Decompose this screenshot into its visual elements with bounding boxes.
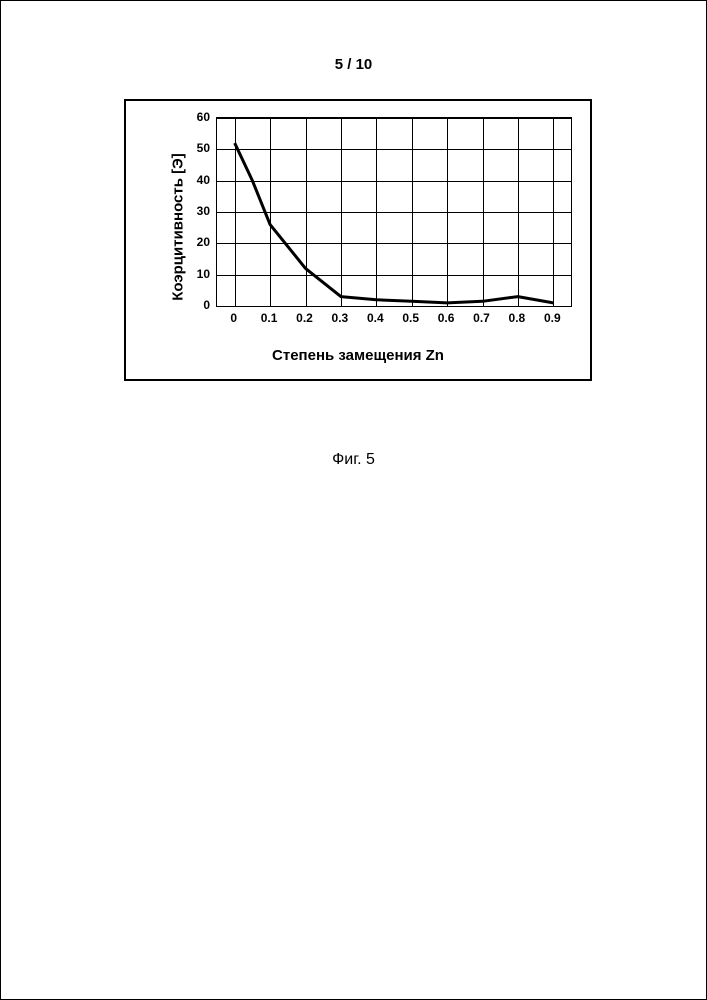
x-tick-label: 0.5 bbox=[402, 311, 419, 325]
figure-box: Коэрцитивность [Э] 0 0.1 0.2 0.3 0.4 0.5 0.6 0.… bbox=[124, 99, 592, 381]
y-tick-label: 40 bbox=[186, 173, 210, 187]
grid-horizontal bbox=[217, 306, 571, 307]
chart: Коэрцитивность [Э] 00.10.20.30.40.50.60.… bbox=[184, 117, 572, 337]
x-tick-label: 0.2 bbox=[296, 311, 313, 325]
chart-line bbox=[217, 118, 571, 306]
y-tick-label: 60 bbox=[186, 110, 210, 124]
x-tick-label: 0.9 bbox=[544, 311, 561, 325]
y-tick-label: 10 bbox=[186, 267, 210, 281]
x-tick-label: 0.7 bbox=[473, 311, 490, 325]
x-tick-label: 0 bbox=[230, 311, 237, 325]
x-tick-label: 0.1 bbox=[261, 311, 278, 325]
x-axis-title: Степень замещения Zn bbox=[126, 347, 590, 364]
y-tick-label: 50 bbox=[186, 141, 210, 155]
page: 5 / 10 Коэрцитивность [Э] 0 0.1 0.2 0.3 0.4 0… bbox=[0, 0, 707, 1000]
y-tick-label: 0 bbox=[186, 298, 210, 312]
y-tick-label: 20 bbox=[186, 235, 210, 249]
x-tick-label: 0.4 bbox=[367, 311, 384, 325]
x-tick-label: 0.8 bbox=[509, 311, 526, 325]
x-tick-label: 0.6 bbox=[438, 311, 455, 325]
page-number: 5 / 10 bbox=[1, 56, 706, 73]
y-tick-label: 30 bbox=[186, 204, 210, 218]
figure-caption: Фиг. 5 bbox=[1, 451, 706, 469]
x-tick-label: 0.3 bbox=[332, 311, 349, 325]
plot-area bbox=[216, 117, 572, 307]
y-axis-title: Коэрцитивность [Э] bbox=[170, 153, 187, 301]
